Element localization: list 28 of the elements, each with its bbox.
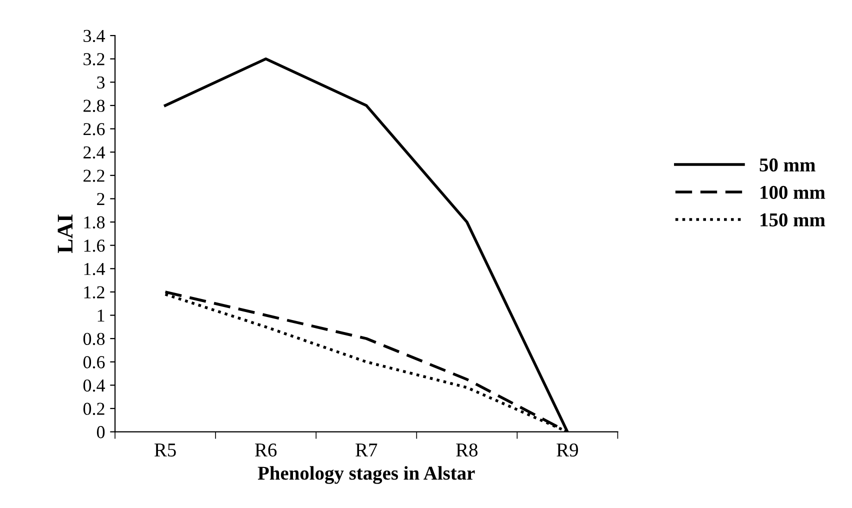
y-tick-label: 2.2 (84, 170, 104, 182)
legend-label: 50 mm (760, 158, 816, 172)
y-tick-label: 3.4 (84, 30, 106, 42)
y-tick-label: 1.8 (84, 216, 105, 229)
y-tick-label: 3.2 (84, 53, 104, 66)
y-tick-label: 1.4 (84, 262, 106, 276)
y-tick-label: 0 (96, 426, 105, 438)
y-tick-label: 1 (98, 310, 104, 322)
y-tick-label: 0.4 (83, 379, 106, 392)
legend-label: 150 mm (760, 213, 826, 226)
x-tick-label: R6 (255, 444, 277, 457)
y-tick-label: 2 (97, 193, 104, 205)
y-tick-label: 2.8 (84, 100, 105, 112)
y-tick-label: 0.6 (83, 356, 105, 368)
x-tick-label: R8 (456, 443, 478, 457)
y-tick-label: 2.6 (84, 123, 105, 136)
y-tick-label: 3 (97, 76, 105, 89)
x-axis-title: Phenology stages in Alstar (258, 466, 475, 484)
legend-label: 100 mm (760, 186, 826, 199)
y-tick-label: 0.8 (83, 332, 105, 346)
y-tick-label: 1.2 (84, 286, 104, 298)
y-axis-title: LAI (58, 214, 72, 254)
y-tick-label: 0.2 (83, 402, 104, 416)
y-tick-label: 2.4 (84, 146, 106, 159)
x-tick-label: R7 (356, 444, 378, 456)
y-tick-label: 1.6 (84, 240, 105, 252)
x-tick-label: R5 (154, 444, 176, 457)
x-tick-label: R9 (556, 444, 578, 457)
